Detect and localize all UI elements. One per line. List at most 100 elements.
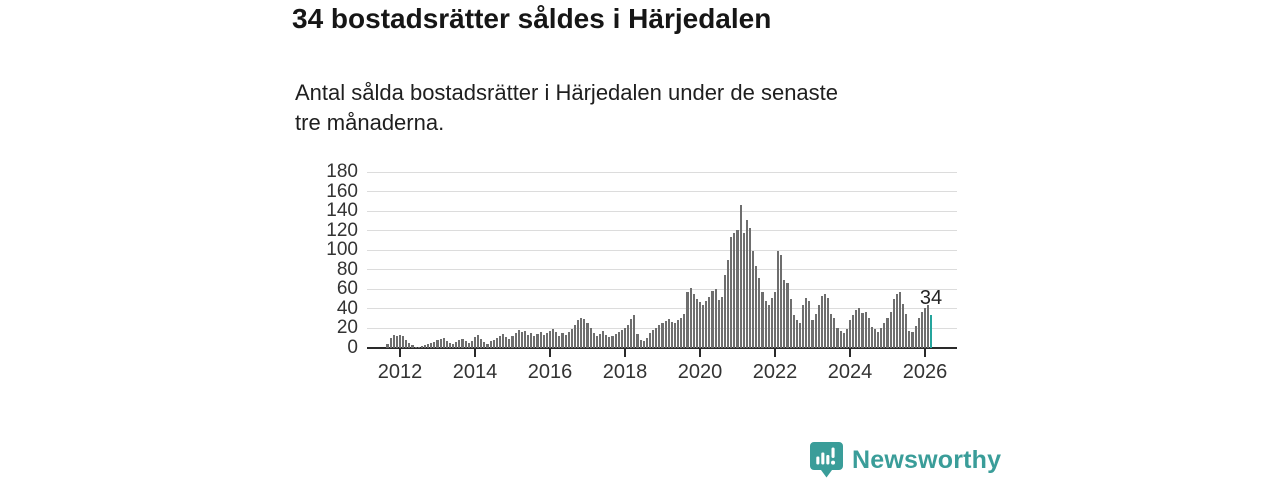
bar: [567, 332, 570, 348]
bar: [783, 279, 786, 348]
bar: [523, 331, 527, 348]
bar: [483, 342, 486, 348]
bar: [767, 305, 770, 348]
bar: [402, 336, 405, 348]
bar-highlighted: [930, 314, 933, 348]
bar: [814, 313, 817, 348]
bar: [655, 327, 658, 348]
bar: [889, 311, 892, 348]
gridline-180: [367, 171, 957, 173]
bar: [577, 319, 580, 348]
bar: [895, 294, 898, 348]
bar: [608, 337, 611, 348]
bar: [517, 330, 520, 348]
bar: [755, 266, 758, 348]
bar: [705, 301, 708, 348]
bar: [764, 301, 767, 348]
x-tick-2024: [849, 349, 851, 357]
bar: [711, 291, 714, 348]
bar: [927, 305, 930, 348]
bar: [870, 326, 873, 348]
bar: [689, 287, 692, 348]
bar: [808, 301, 811, 348]
x-tick-2026: [924, 349, 926, 357]
y-tick-label-60: 60: [336, 278, 358, 300]
bar: [902, 304, 905, 348]
bar: [702, 305, 705, 348]
bar: [780, 255, 783, 348]
bar: [536, 334, 539, 348]
bar: [748, 228, 752, 348]
bar: [495, 338, 498, 348]
bar: [573, 324, 577, 348]
bar: [627, 324, 630, 348]
bar: [789, 299, 792, 348]
bar: [423, 345, 427, 348]
x-tick-2022: [774, 349, 776, 357]
bar: [489, 341, 492, 348]
newsworthy-logo[interactable]: Newsworthy: [810, 442, 1001, 479]
bar: [880, 327, 883, 348]
bar: [720, 297, 723, 348]
bar: [395, 336, 398, 348]
bar: [692, 294, 695, 348]
plot-area: 34 2012 2014 2016 2018 2020 2022 2024 2026: [367, 164, 957, 394]
x-tick-label-2024: 2024: [827, 361, 873, 383]
bar: [492, 340, 495, 348]
bar: [836, 328, 839, 348]
bar: [542, 335, 545, 348]
bar: [389, 338, 392, 348]
bar: [620, 330, 623, 348]
bar: [442, 338, 445, 348]
bar: [714, 289, 717, 348]
bar: [595, 336, 598, 348]
bar: [739, 204, 742, 348]
bar: [386, 344, 389, 348]
bar: [883, 322, 886, 348]
bar: [480, 339, 483, 348]
x-tick-label-2026: 2026: [902, 361, 948, 383]
bar: [820, 296, 823, 348]
bar: [433, 342, 436, 348]
gridline-120: [367, 230, 957, 232]
bar: [745, 220, 748, 348]
bar: [414, 347, 417, 348]
bar: [827, 298, 830, 348]
bar: [430, 343, 433, 348]
y-tick-label-0: 0: [347, 337, 358, 358]
bar: [680, 317, 683, 348]
bar: [614, 334, 617, 348]
x-tick-label-2022: 2022: [752, 361, 798, 383]
bar: [477, 335, 480, 348]
bar: [670, 321, 673, 348]
bar: [898, 292, 902, 348]
bar: [602, 331, 605, 348]
newsworthy-logo-icon: [810, 442, 843, 479]
bar: [752, 251, 755, 348]
bar: [564, 335, 567, 348]
y-tick-label-80: 80: [336, 258, 358, 280]
y-tick-label-160: 160: [326, 180, 358, 202]
bar: [833, 317, 836, 348]
page-subtitle: Antal sålda bostadsrätter i Härjedalen u…: [295, 78, 838, 138]
x-tick-2020: [699, 349, 701, 357]
bar: [845, 329, 848, 348]
bar: [548, 331, 552, 348]
bar: [605, 335, 608, 348]
bar: [473, 337, 477, 348]
bar: [539, 332, 542, 348]
bar: [923, 308, 927, 348]
bar: [917, 317, 920, 348]
bar: [773, 292, 777, 348]
x-tick-2012: [399, 349, 401, 357]
bar: [642, 341, 645, 348]
bar: [911, 332, 914, 348]
bar: [717, 300, 720, 348]
bar: [552, 329, 555, 348]
bar: [408, 343, 411, 348]
bar: [842, 333, 845, 348]
bar: [586, 322, 589, 348]
y-tick-label-180: 180: [326, 161, 358, 183]
bar: [908, 331, 911, 348]
bar: [658, 324, 661, 348]
